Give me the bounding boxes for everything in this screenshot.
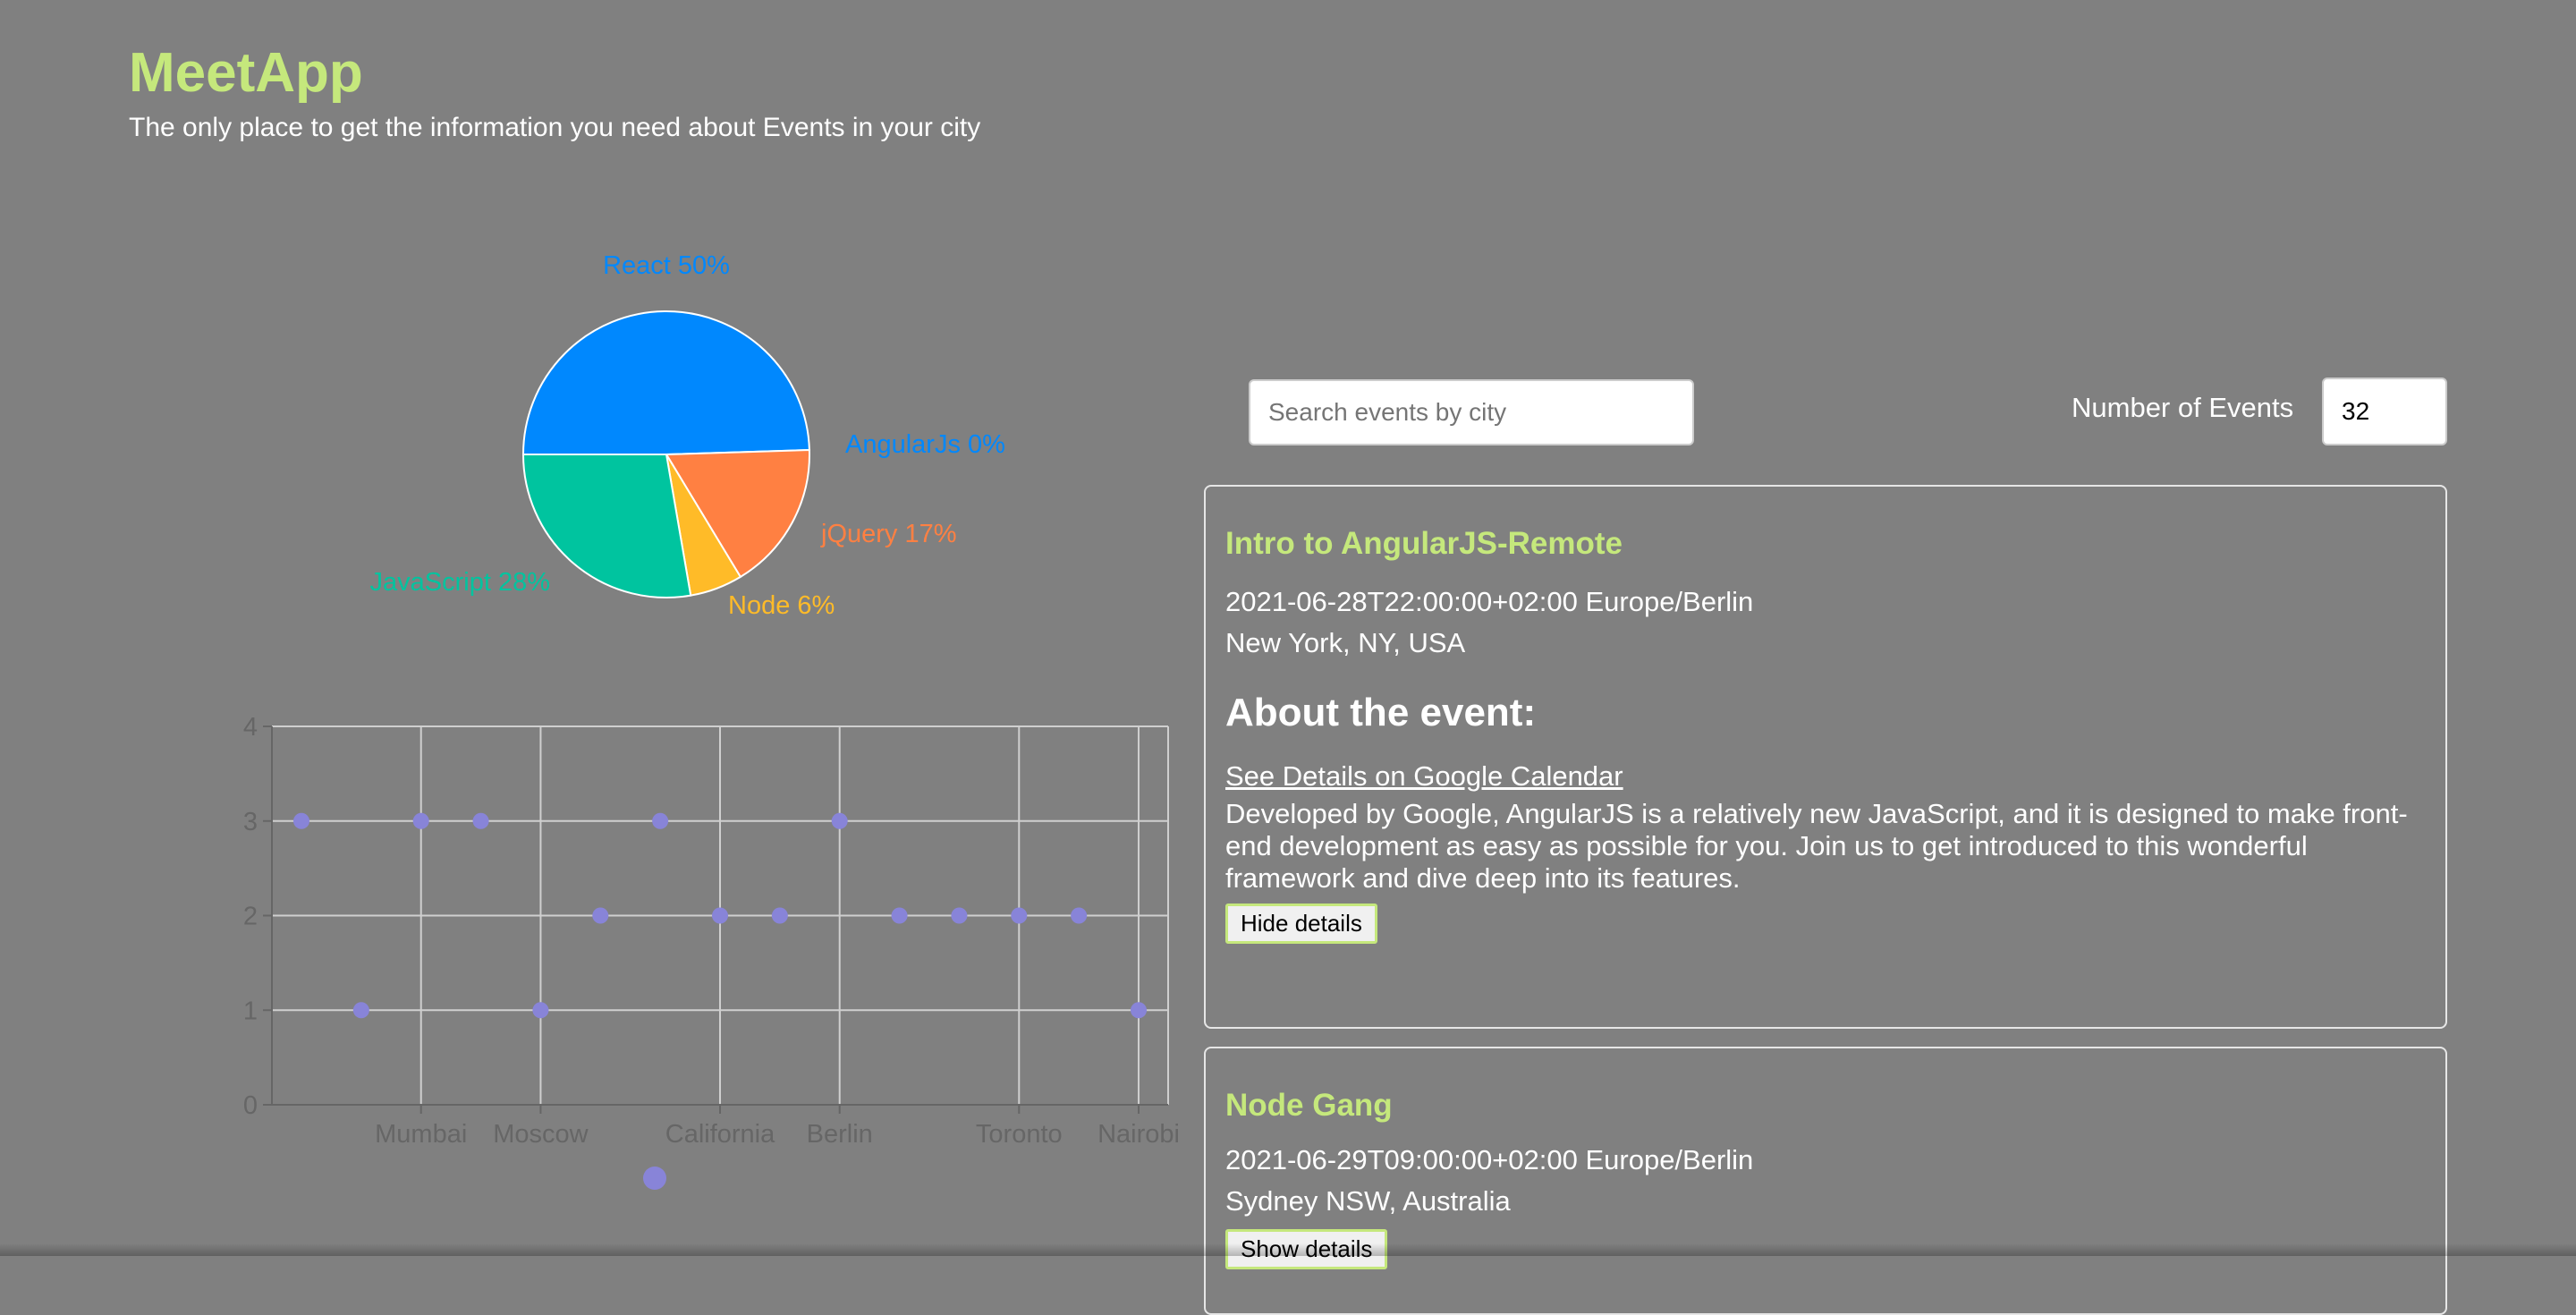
- event-datetime: 2021-06-28T22:00:00+02:00 Europe/Berlin: [1225, 586, 1754, 617]
- number-of-events-input[interactable]: [2322, 378, 2447, 445]
- pie-label-angularjs: AngularJs 0%: [845, 430, 1005, 459]
- genre-pie-chart: React 50% AngularJs 0% jQuery 17% Node 6% Ja…: [370, 251, 1005, 620]
- event-about-heading: About the event:: [1225, 691, 1537, 734]
- scatter-point[interactable]: [831, 812, 848, 829]
- app-title: MeetApp: [129, 42, 363, 104]
- y-tick-label: 3: [243, 808, 258, 836]
- window-bottom-edge: [0, 1243, 2576, 1256]
- pie-slice-react: [521, 310, 810, 455]
- hide-details-button[interactable]: Hide details: [1225, 904, 1377, 944]
- y-tick-label: 2: [243, 903, 258, 931]
- y-tick-label: 4: [243, 713, 258, 742]
- event-card: Intro to AngularJS-Remote 2021-06-28T22:…: [1204, 485, 2447, 1029]
- pie-label-jquery: jQuery 17%: [820, 520, 957, 548]
- google-calendar-link[interactable]: See Details on Google Calendar: [1225, 760, 1623, 792]
- x-tick-label: Moscow: [493, 1120, 589, 1149]
- scatter-point[interactable]: [891, 907, 908, 924]
- x-tick-label: Mumbai: [375, 1120, 467, 1149]
- scatter-point[interactable]: [1011, 907, 1028, 924]
- scatter-point[interactable]: [352, 1002, 369, 1019]
- scatter-point[interactable]: [412, 812, 429, 829]
- scatter-point[interactable]: [771, 907, 788, 924]
- scatter-point[interactable]: [293, 812, 309, 829]
- scatter-point[interactable]: [1071, 907, 1088, 924]
- pie-slice-jquery: [665, 448, 810, 579]
- legend-marker: [643, 1167, 666, 1190]
- scatter-point[interactable]: [1131, 1002, 1147, 1019]
- number-of-events-label: Number of Events: [2072, 392, 2294, 423]
- event-title: Node Gang: [1225, 1088, 1393, 1123]
- scatter-point[interactable]: [472, 812, 489, 829]
- x-tick-label: California: [665, 1120, 775, 1149]
- event-description: Developed by Google, AngularJS is a rela…: [1225, 798, 2408, 894]
- x-tick-label: Berlin: [807, 1120, 873, 1149]
- event-location: New York, NY, USA: [1225, 627, 1466, 658]
- event-title: Intro to AngularJS-Remote: [1225, 526, 1623, 561]
- scatter-point[interactable]: [712, 907, 728, 924]
- scatter-point[interactable]: [532, 1002, 549, 1019]
- pie-label-node: Node 6%: [728, 591, 835, 620]
- event-datetime: 2021-06-29T09:00:00+02:00 Europe/Berlin: [1225, 1144, 1754, 1175]
- scatter-point[interactable]: [951, 907, 968, 924]
- event-card: Node Gang 2021-06-29T09:00:00+02:00 Euro…: [1204, 1047, 2447, 1315]
- events-scatter-chart: 0 1 2 3 4 Mumbai Moscow California Berlin Toronto…: [243, 713, 1180, 1190]
- app-subtitle: The only place to get the information yo…: [129, 113, 981, 142]
- x-tick-label: Nairobi: [1097, 1120, 1180, 1149]
- y-tick-label: 1: [243, 997, 258, 1025]
- pie-label-react: React 50%: [603, 251, 730, 280]
- city-search-input[interactable]: [1249, 379, 1694, 445]
- x-tick-label: Toronto: [976, 1120, 1063, 1149]
- pie-label-javascript: JavaScript 28%: [370, 568, 551, 597]
- scatter-point[interactable]: [592, 907, 609, 924]
- scatter-point[interactable]: [652, 812, 669, 829]
- y-tick-label: 0: [243, 1091, 258, 1120]
- event-location: Sydney NSW, Australia: [1225, 1185, 1511, 1217]
- pie-slice-javascript: [521, 454, 692, 598]
